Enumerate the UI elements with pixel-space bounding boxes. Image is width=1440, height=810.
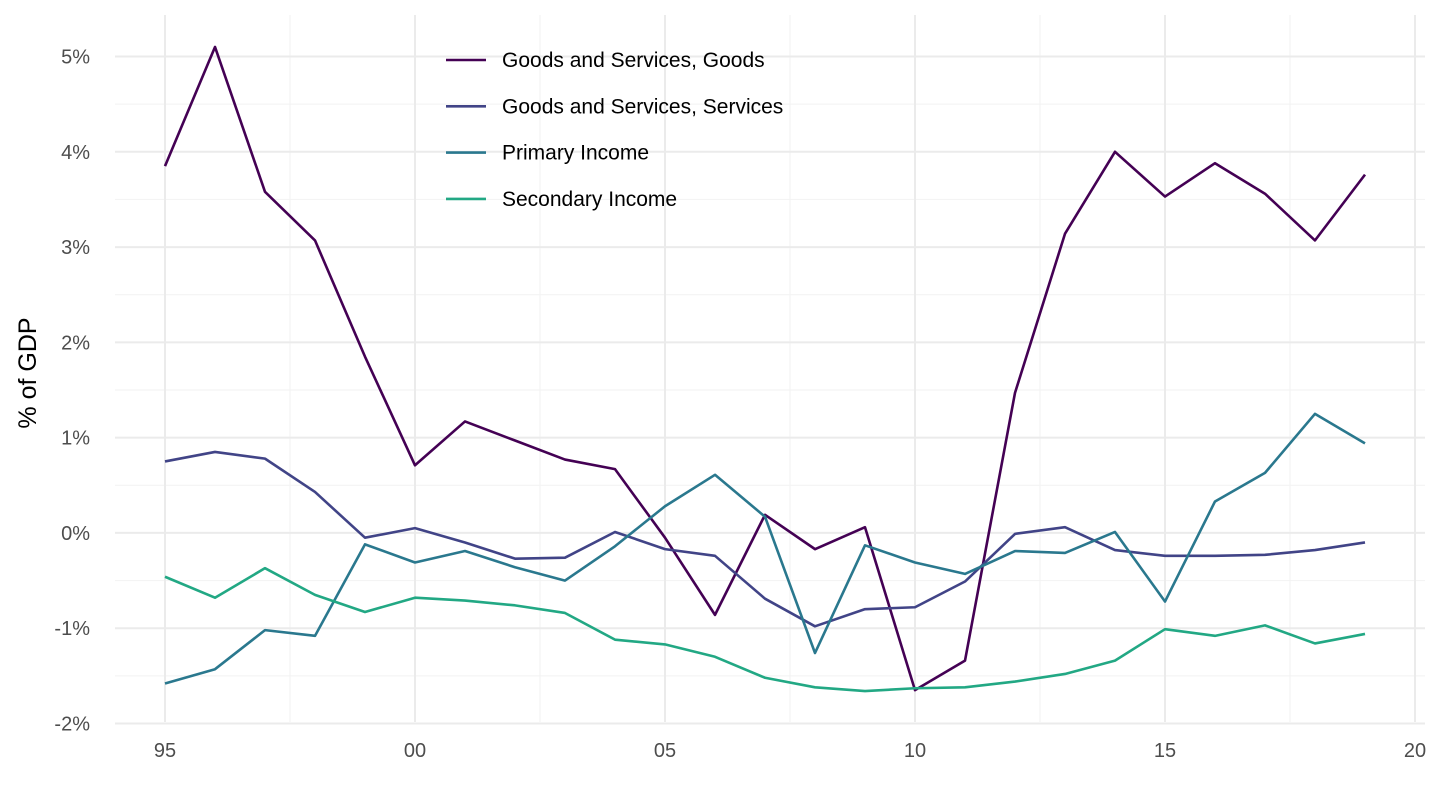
y-tick-label: 3%	[61, 237, 90, 259]
series-line	[164, 450, 1366, 628]
major-gridlines	[115, 15, 1425, 725]
series-line	[163, 45, 1367, 692]
series-line	[164, 412, 1366, 685]
x-tick-label: 15	[1154, 740, 1176, 762]
legend: Goods and Services, Goods Goods and Servi…	[446, 49, 783, 211]
legend-label: Goods and Services, Goods	[502, 49, 765, 72]
series-lines	[163, 45, 1367, 693]
y-tick-label: 4%	[61, 142, 90, 164]
x-tick-label: 20	[1404, 740, 1426, 762]
x-tick-label: 00	[404, 740, 426, 762]
y-tick-label: 1%	[61, 428, 90, 450]
x-tick-label: 10	[904, 740, 926, 762]
y-tick-label: 0%	[61, 523, 90, 545]
legend-label: Goods and Services, Services	[502, 95, 783, 118]
y-tick-label: -1%	[54, 618, 90, 640]
x-tick-label: 05	[654, 740, 676, 762]
series-line	[164, 566, 1366, 693]
x-tick-label: 95	[154, 740, 176, 762]
y-axis-title: % of GDP	[14, 317, 42, 428]
x-axis-tick-labels: 95 00 05 10 15 20	[154, 740, 1426, 762]
y-tick-label: -2%	[54, 714, 90, 736]
y-axis-tick-labels: -2% -1% 0% 1% 2% 3% 4% 5%	[54, 47, 90, 736]
legend-label: Secondary Income	[502, 188, 677, 211]
minor-gridlines	[115, 15, 1425, 722]
y-tick-label: 5%	[61, 47, 90, 69]
y-tick-label: 2%	[61, 332, 90, 354]
legend-label: Primary Income	[502, 142, 649, 165]
